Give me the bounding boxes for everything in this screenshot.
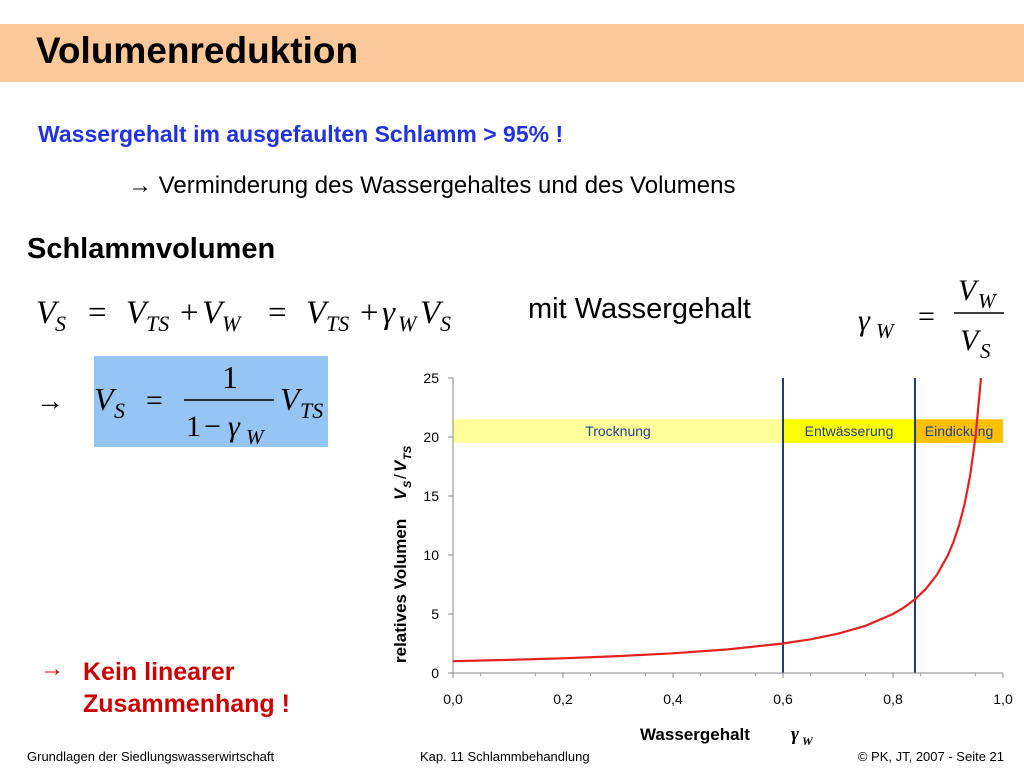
y-axis-slash: / xyxy=(391,474,410,479)
svg-text:=: = xyxy=(88,295,107,331)
slide-title: Volumenreduktion xyxy=(36,30,359,71)
x-tick-label: 0,2 xyxy=(553,691,573,707)
svg-text:V: V xyxy=(126,295,150,331)
y-tick-label: 20 xyxy=(423,429,439,445)
bullet-line: → Verminderung des Wassergehaltes und de… xyxy=(128,172,735,200)
svg-text:1: 1 xyxy=(186,410,201,443)
x-ticks: 0,0 0,2 0,4 0,6 0,8 1,0 xyxy=(443,673,1013,707)
region-band-1 xyxy=(783,419,915,443)
svg-text:1: 1 xyxy=(222,359,238,395)
svg-text:W: W xyxy=(978,289,998,313)
svg-text:S: S xyxy=(980,339,991,362)
x-tick-label: 0,6 xyxy=(773,691,793,707)
x-tick-label: 1,0 xyxy=(993,691,1013,707)
y-axis-symbol-1: V xyxy=(391,487,410,500)
y-tick-label: 0 xyxy=(431,665,439,681)
y-tick-label: 25 xyxy=(423,370,439,386)
svg-text:V: V xyxy=(94,381,117,417)
svg-text:S: S xyxy=(440,311,451,336)
arrow-icon: → xyxy=(36,385,64,416)
mit-wassergehalt-label: mit Wassergehalt xyxy=(528,293,751,325)
svg-text:=: = xyxy=(146,384,163,417)
footer-right: © PK, JT, 2007 - Seite 21 xyxy=(857,749,1004,764)
svg-text:W: W xyxy=(246,425,266,447)
y-axis-symbol-sub-1: S xyxy=(402,480,414,488)
svg-text:γ: γ xyxy=(228,410,241,443)
x-axis-symbol-sub: W xyxy=(802,734,814,746)
bullet-text: Verminderung des Wassergehaltes und des … xyxy=(158,172,736,199)
svg-text:V: V xyxy=(960,324,982,357)
y-axis-symbol-sub-2: TS xyxy=(402,445,414,460)
svg-text:V: V xyxy=(36,295,60,331)
section-heading: Schlammvolumen xyxy=(27,233,276,265)
divider-lines xyxy=(782,378,916,673)
region-bands: Trocknung Entwässerung Eindickung xyxy=(453,419,1003,443)
y-axis-symbol-2: V xyxy=(391,459,410,472)
title-bar xyxy=(0,24,1024,82)
svg-text:S: S xyxy=(55,311,66,336)
svg-text:γ: γ xyxy=(858,304,871,337)
svg-text:W: W xyxy=(222,311,242,336)
y-tick-label: 5 xyxy=(431,606,439,622)
region-band-0 xyxy=(453,419,783,443)
region-label: Entwässerung xyxy=(805,423,894,439)
svg-text:+: + xyxy=(360,295,379,331)
svg-text:TS: TS xyxy=(326,311,349,336)
svg-text:V: V xyxy=(420,295,444,331)
conclusion-line-2: Zusammenhang ! xyxy=(83,690,290,718)
y-tick-label: 15 xyxy=(423,488,439,504)
svg-text:TS: TS xyxy=(146,311,169,336)
svg-text:TS: TS xyxy=(300,398,323,423)
svg-text:V: V xyxy=(306,295,330,331)
x-tick-label: 0,0 xyxy=(443,691,463,707)
svg-text:W: W xyxy=(398,311,418,336)
volume-chart: Trocknung Entwässerung Eindickung 0 5 10 15 20… xyxy=(391,370,1013,746)
svg-text:γ: γ xyxy=(382,295,396,331)
x-axis-symbol: γ xyxy=(791,724,799,745)
y-ticks: 0 5 10 15 20 25 xyxy=(423,370,453,681)
arrow-icon: → xyxy=(128,172,152,199)
y-tick-label: 10 xyxy=(423,547,439,563)
svg-text:−: − xyxy=(204,410,221,443)
region-label: Trocknung xyxy=(585,423,651,439)
svg-text:+: + xyxy=(180,295,199,331)
svg-text:V: V xyxy=(280,381,303,417)
svg-text:V: V xyxy=(202,295,226,331)
x-tick-label: 0,8 xyxy=(883,691,903,707)
footer-left: Grundlagen der Siedlungswasserwirtschaft xyxy=(27,749,275,764)
arrow-icon: → xyxy=(40,655,64,682)
svg-text:=: = xyxy=(918,300,935,333)
svg-text:S: S xyxy=(114,398,125,423)
x-axis-label: Wassergehalt xyxy=(640,725,750,744)
subtitle: Wassergehalt im ausgefaulten Schlamm > 9… xyxy=(38,121,564,147)
x-tick-label: 0,4 xyxy=(663,691,683,707)
curve-series xyxy=(452,377,983,663)
region-band-2 xyxy=(915,419,1003,443)
footer-middle: Kap. 11 Schlammbehandlung xyxy=(420,749,590,764)
y-axis-label: relatives Volumen xyxy=(391,519,410,663)
svg-text:V: V xyxy=(958,274,980,307)
conclusion: Kein linearer Zusammenhang ! xyxy=(83,656,290,720)
conclusion-line-1: Kein linearer xyxy=(83,658,235,686)
svg-text:W: W xyxy=(876,319,896,343)
region-label: Eindickung xyxy=(925,423,994,439)
svg-text:=: = xyxy=(268,295,287,331)
y-axis-label-group: relatives Volumen V S / V TS xyxy=(391,445,414,663)
